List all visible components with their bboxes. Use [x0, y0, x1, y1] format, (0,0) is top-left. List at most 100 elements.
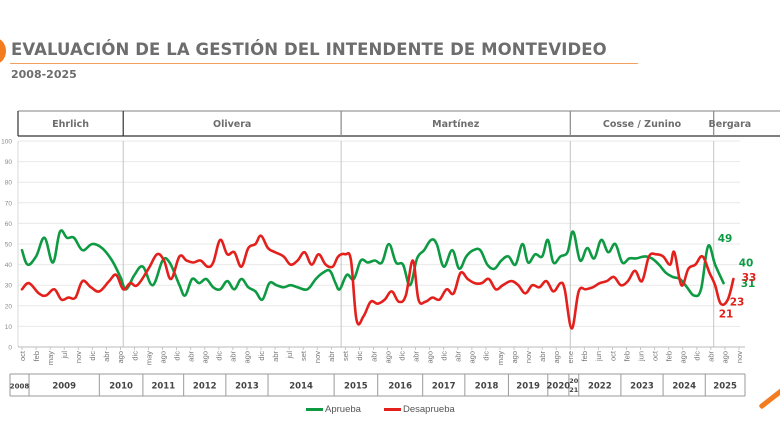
x-tick-label: ago	[116, 351, 125, 364]
x-tick-label: ago	[468, 351, 477, 364]
x-axis: oct feb may jul nov dic abr ago dic may ago dic abr a…	[18, 346, 745, 365]
x-tick-label: abr	[369, 351, 378, 362]
x-tick-label: dic	[355, 351, 364, 361]
x-tick-label: jul	[60, 351, 69, 360]
data-label: 23	[730, 297, 745, 309]
y-tick-label: 80	[5, 180, 13, 187]
year-label: 2009	[52, 382, 76, 392]
x-tick-label: oct	[608, 350, 617, 361]
x-tick-label: set	[341, 350, 350, 361]
period-label: Ehrlich	[52, 119, 89, 130]
data-label: 49	[718, 233, 733, 245]
y-axis: 0 10 20 30 40 50 60 70 80 90 100	[1, 139, 19, 352]
year-label: 2020	[547, 382, 571, 392]
title-underline	[10, 63, 638, 64]
x-tick-label: feb	[622, 351, 631, 361]
period-header: Ehrlich Olivera Martínez Cosse / Zunino Berg…	[17, 110, 780, 137]
x-tick-label: ago	[201, 351, 210, 364]
y-tick-label: 60	[5, 221, 13, 228]
page-title: EVALUACIÓN DE LA GESTIÓN DEL INTENDENTE …	[11, 40, 607, 59]
x-tick-label: dic	[172, 351, 181, 361]
x-tick-label: abr	[271, 351, 280, 362]
year-label: 2012	[193, 382, 217, 392]
x-tick-label: ago	[721, 351, 730, 364]
x-tick-label: ago	[158, 351, 167, 364]
legend-label-aprueba: Aprueba	[325, 404, 361, 415]
y-tick-label: 10	[5, 324, 13, 331]
x-tick-label: abr	[102, 351, 111, 362]
x-tick-label: feb	[580, 351, 589, 361]
x-tick-label: nov	[735, 351, 744, 363]
x-tick-label: dic	[440, 351, 449, 361]
y-tick-label: 0	[8, 345, 12, 352]
x-tick-label: dic	[257, 351, 266, 361]
x-tick-label: dic	[397, 351, 406, 361]
x-tick-label: nov	[74, 351, 83, 363]
legend-swatch-desaprueba	[384, 408, 401, 411]
x-tick-label: dic	[693, 351, 702, 361]
period-label: Cosse / Zunino	[603, 119, 682, 130]
x-tick-label: ago	[510, 351, 519, 364]
year-label: 2024	[672, 382, 696, 392]
year-label: 2017	[432, 382, 456, 392]
x-tick-label: abr	[187, 351, 196, 362]
x-tick-label: ago	[383, 351, 392, 364]
x-tick-label: jun	[594, 351, 603, 362]
y-tick-label: 100	[1, 139, 12, 146]
year-label: 2016	[388, 382, 412, 392]
year-label: 2014	[289, 382, 313, 392]
year-label: 2013	[235, 382, 259, 392]
year-label: 2015	[344, 382, 368, 392]
year-label: 2025	[713, 382, 737, 392]
data-label: 31	[741, 278, 756, 290]
x-tick-label: oct	[18, 350, 27, 361]
year-label: 2019	[516, 382, 540, 392]
x-tick-label: oct	[650, 350, 659, 361]
x-tick-label: may	[144, 351, 153, 365]
x-tick-label: dic	[130, 351, 139, 361]
legend-item-aprueba[interactable]: Aprueba	[306, 404, 361, 415]
period-label: Bergara	[709, 119, 752, 130]
data-label: 40	[739, 258, 754, 270]
x-tick-label: may	[46, 351, 55, 365]
y-tick-label: 40	[5, 262, 13, 269]
x-tick-label: jul	[285, 351, 294, 360]
x-tick-label: abr	[411, 351, 420, 362]
series-line-desaprueba	[20, 234, 735, 330]
x-tick-label: abr	[327, 351, 336, 362]
brand-accent-circle	[0, 38, 6, 64]
period-dividers	[122, 141, 715, 347]
x-tick-label: ago	[679, 351, 688, 364]
year-label: 2011	[151, 382, 175, 392]
period-label: Olivera	[213, 119, 251, 130]
series-lines	[20, 229, 735, 330]
year-label: 2008	[10, 383, 30, 391]
legend-swatch-aprueba	[306, 408, 323, 411]
grid-lines	[18, 140, 740, 348]
data-label: 21	[719, 309, 734, 321]
y-tick-label: 90	[5, 159, 13, 166]
x-tick-label: may	[496, 351, 505, 365]
y-tick-label: 30	[5, 283, 13, 290]
y-tick-label: 50	[5, 242, 13, 249]
x-tick-label: dic	[482, 351, 491, 361]
legend-item-desaprueba[interactable]: Desaprueba	[384, 404, 455, 415]
year-row: 2008 2009 2010 2011 2012 2013 2014 2015 2016 2017…	[9, 373, 746, 397]
year-label: 2010	[109, 382, 133, 392]
legend-label-desaprueba: Desaprueba	[403, 404, 455, 415]
x-tick-label: feb	[32, 351, 41, 361]
x-tick-label: feb	[665, 351, 674, 361]
x-tick-label: ago	[426, 351, 435, 364]
year-label: 21	[569, 386, 579, 394]
x-tick-label: abr	[454, 351, 463, 362]
x-tick-label: set	[299, 350, 308, 361]
x-tick-label: dic	[88, 351, 97, 361]
x-tick-label: ago	[552, 351, 561, 364]
series-line-aprueba	[20, 229, 725, 302]
y-tick-label: 70	[5, 200, 13, 207]
x-tick-label: abr	[707, 351, 716, 362]
x-tick-label: ago	[243, 351, 252, 364]
year-label: 2022	[588, 382, 612, 392]
